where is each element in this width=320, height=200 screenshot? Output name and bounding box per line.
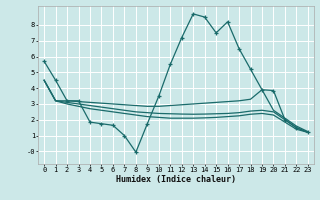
X-axis label: Humidex (Indice chaleur): Humidex (Indice chaleur) xyxy=(116,175,236,184)
